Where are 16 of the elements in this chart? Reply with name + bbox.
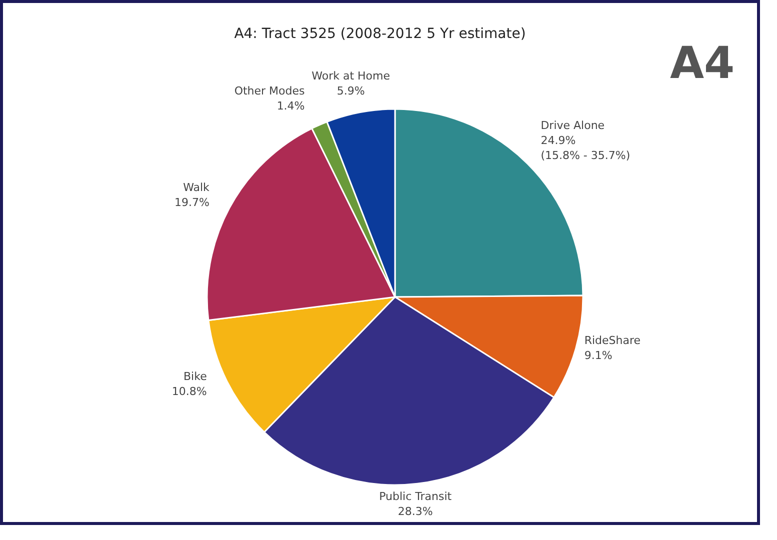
chart-title: A4: Tract 3525 (2008-2012 5 Yr estimate) bbox=[234, 26, 526, 42]
text: A4 bbox=[670, 38, 735, 89]
slice-label: Drive Alone bbox=[540, 119, 605, 132]
slice-label: Other Modes bbox=[234, 84, 306, 98]
slice-label: RideShare bbox=[584, 334, 641, 347]
data-label: 28.3% bbox=[398, 504, 433, 518]
data-label: 1.4% bbox=[276, 100, 305, 113]
data-label: 19.7% bbox=[174, 196, 210, 210]
slice-label: Bike bbox=[183, 370, 208, 383]
slice-label: Work at Home bbox=[312, 69, 390, 82]
data-label: 10.8% bbox=[172, 384, 207, 398]
data-label: 5.9% bbox=[336, 84, 365, 98]
slice-label: Walk bbox=[183, 181, 210, 194]
data-label: 9.1% bbox=[584, 348, 612, 362]
data-label: 24.9% (15.8% - 35.7%) bbox=[540, 134, 630, 162]
slice-label: Public Transit bbox=[379, 490, 452, 503]
